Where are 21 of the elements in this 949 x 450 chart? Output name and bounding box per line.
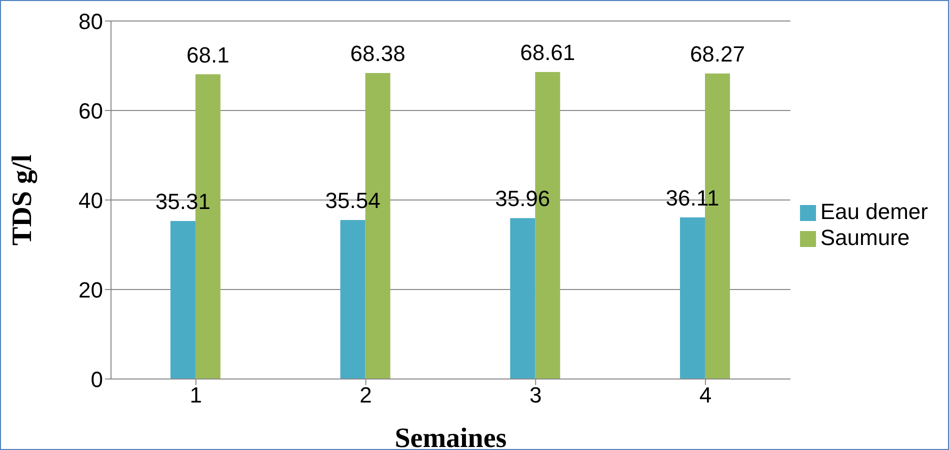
y-axis-title: TDS g/l	[6, 154, 38, 246]
y-tick-label: 40	[78, 188, 103, 213]
data-label: 68.1	[186, 42, 230, 68]
x-tick-label: 1	[190, 382, 202, 408]
y-tick-label: 0	[90, 366, 103, 392]
legend-label: Eau demer	[820, 199, 928, 224]
bar	[340, 220, 366, 379]
y-tick-label: 60	[78, 98, 103, 124]
x-axis-title: Semaines	[394, 423, 507, 450]
data-label: 68.61	[520, 40, 576, 65]
bar	[680, 217, 705, 379]
legend-label: Saumure	[820, 225, 910, 250]
bar	[510, 218, 536, 379]
y-tick-label: 20	[78, 277, 103, 302]
x-tick-label: 3	[529, 382, 542, 408]
x-tick-label: 2	[360, 382, 372, 408]
data-label: 68.27	[690, 41, 746, 66]
bar	[170, 220, 196, 379]
x-tick-label: 4	[699, 382, 712, 408]
y-tick-label: 80	[78, 8, 103, 34]
data-label: 68.38	[350, 41, 406, 66]
